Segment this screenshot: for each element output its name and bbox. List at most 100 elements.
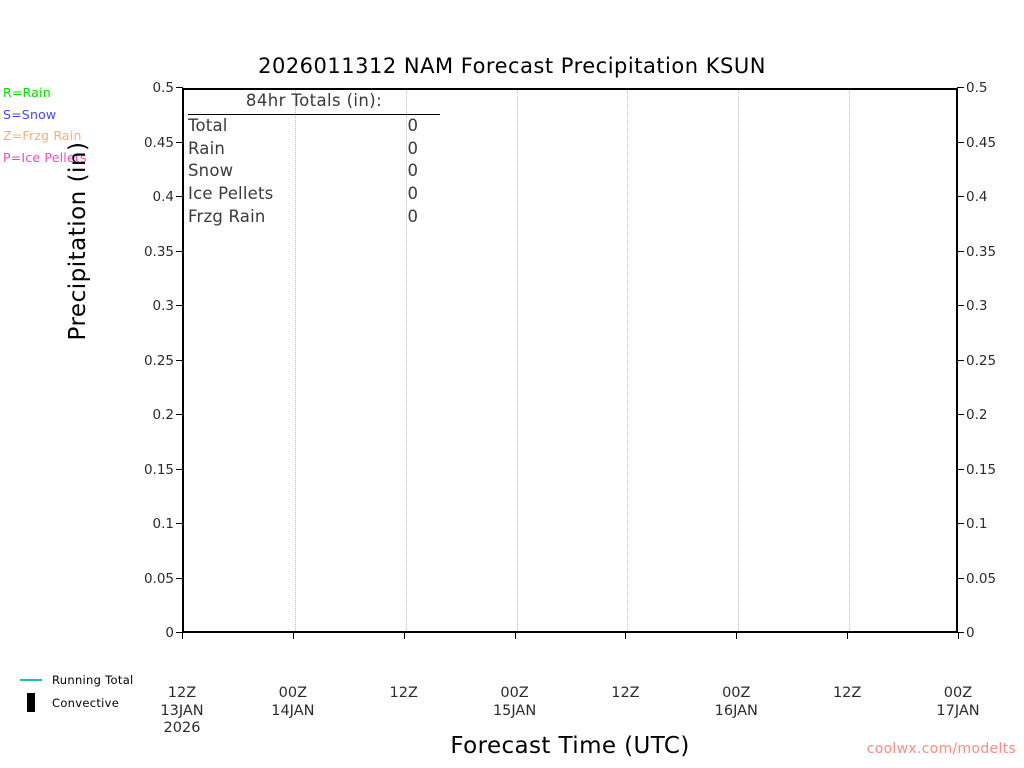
y-axis-left-labels: 0 0.05 0.1 0.15 0.2 0.25 0.3 0.35 0.4 0.45 0.5	[128, 81, 174, 640]
series-legend: Running Total Convective	[10, 668, 134, 714]
y-tick-mark	[957, 305, 964, 306]
y-tick-mark	[176, 468, 183, 470]
y-tick-mark	[957, 577, 964, 579]
x-axis-labels: 12Z 13JAN 2026 00Z 14JAN 12Z 00Z 15JAN 12Z 00Z 16J…	[0, 685, 1024, 745]
totals-label: Total	[188, 115, 228, 135]
y-tick-mark	[957, 414, 964, 415]
totals-rows: Total 0 Rain 0 Snow 0 Ice Pellets 0 Frzg Rain 0	[188, 115, 440, 229]
x-tick-mark	[292, 633, 294, 639]
x-tick-date: 14JAN	[271, 702, 315, 719]
y-tick-label-right: 0.2	[966, 407, 988, 423]
x-tick-label: 00Z 16JAN	[676, 685, 796, 720]
x-tick-label: 00Z 15JAN	[455, 685, 575, 720]
y-tick-label-right: 0.3	[966, 298, 988, 314]
y-tick-mark	[957, 250, 964, 252]
totals-row: Total 0	[188, 115, 440, 138]
x-tick-mark	[625, 633, 627, 639]
totals-row: Ice Pellets 0	[188, 183, 440, 206]
y-tick-label-left: 0.5	[152, 80, 174, 96]
vertical-gridline	[516, 90, 519, 631]
watermark: coolwx.com/modelts	[866, 741, 1016, 757]
x-tick-time: 00Z	[943, 685, 973, 701]
x-tick-label: 12Z	[787, 685, 907, 703]
precip-phase-legend: R=Rain S=Snow Z=Frzg Rain P=Ice Pellets	[3, 82, 87, 168]
y-tick-mark	[957, 468, 964, 470]
x-tick-time: 12Z	[611, 685, 640, 701]
y-axis-left-ticks	[175, 87, 183, 633]
x-tick-time: 00Z	[722, 685, 751, 701]
y-tick-label-right: 0.05	[966, 570, 997, 587]
vertical-gridline	[849, 90, 851, 631]
y-tick-mark	[176, 523, 183, 524]
y-tick-label-left: 0.05	[143, 570, 174, 587]
y-tick-mark	[176, 577, 183, 579]
y-tick-mark	[176, 250, 183, 252]
y-tick-mark	[957, 632, 964, 633]
totals-label: Ice Pellets	[188, 184, 274, 204]
y-tick-label-left: 0.4	[152, 189, 174, 205]
totals-label: Rain	[188, 138, 226, 158]
series-legend-label: Running Total	[52, 672, 134, 687]
x-axis-title: Forecast Time (UTC)	[450, 733, 690, 759]
totals-row: Frzg Rain 0	[188, 206, 440, 229]
y-tick-label-right: 0	[966, 625, 975, 641]
y-tick-label-left: 0.3	[152, 298, 174, 314]
y-tick-mark	[957, 196, 964, 197]
y-tick-label-left: 0.25	[143, 352, 174, 369]
x-tick-date: 13JAN	[160, 702, 204, 719]
y-tick-mark	[957, 141, 964, 143]
x-axis-ticks	[182, 633, 959, 640]
series-legend-item-1: Convective	[10, 691, 134, 714]
y-tick-mark	[176, 305, 183, 306]
x-tick-time: 12Z	[389, 685, 418, 701]
y-tick-label-right: 0.4	[966, 189, 988, 205]
totals-row: Snow 0	[188, 160, 440, 183]
totals-row: Rain 0	[188, 138, 440, 161]
totals-label: Snow	[188, 161, 234, 181]
plot-inner	[184, 90, 956, 631]
y-tick-mark	[957, 87, 964, 88]
line-swatch	[10, 678, 52, 681]
vertical-gridline	[405, 90, 408, 631]
y-tick-label-left: 0.1	[152, 516, 174, 532]
y-tick-mark	[957, 523, 964, 524]
vertical-gridline	[627, 90, 629, 631]
x-tick-mark	[847, 633, 849, 639]
y-axis-right-labels: 0 0.05 0.1 0.15 0.2 0.25 0.3 0.35 0.4 0.45 0.5	[966, 81, 1022, 640]
x-tick-label: 12Z 13JAN 2026	[122, 685, 242, 738]
x-tick-date: 15JAN	[492, 702, 537, 719]
totals-label: Frzg Rain	[188, 206, 266, 226]
vertical-gridline	[294, 90, 297, 631]
x-tick-mark	[736, 633, 738, 639]
y-tick-label-right: 0.35	[966, 243, 997, 260]
y-tick-label-right: 0.1	[966, 516, 988, 532]
x-tick-date: 17JAN	[936, 702, 980, 719]
totals-value: 0	[407, 138, 419, 158]
totals-value: 0	[407, 115, 419, 135]
x-tick-year: 2026	[163, 720, 201, 736]
x-tick-mark	[514, 633, 516, 639]
y-tick-label-left: 0.45	[143, 134, 174, 151]
x-tick-time: 00Z	[500, 685, 529, 701]
x-tick-date: 16JAN	[714, 702, 758, 719]
phase-legend-item-0: R=Rain	[3, 85, 51, 100]
x-tick-mark	[403, 633, 405, 639]
line-swatch-mark	[20, 678, 42, 681]
y-tick-mark	[176, 87, 183, 88]
series-legend-label: Convective	[52, 695, 120, 710]
series-legend-item-0: Running Total	[10, 668, 134, 691]
x-tick-mark	[182, 633, 183, 639]
x-tick-time: 00Z	[278, 685, 308, 701]
phase-legend-item-2: Z=Frzg Rain	[3, 128, 82, 143]
y-axis-right-ticks	[957, 87, 965, 633]
x-tick-time: 12Z	[832, 685, 862, 701]
plot-area	[182, 88, 958, 633]
y-tick-label-right: 0.25	[966, 352, 997, 369]
x-tick-time: 12Z	[167, 685, 197, 701]
y-tick-mark	[176, 414, 183, 415]
y-tick-mark	[957, 359, 964, 361]
totals-value: 0	[407, 206, 419, 226]
y-axis-title: Precipitation (in)	[65, 141, 91, 341]
y-tick-label-right: 0.45	[966, 134, 997, 151]
x-tick-label: 12Z	[565, 685, 685, 703]
